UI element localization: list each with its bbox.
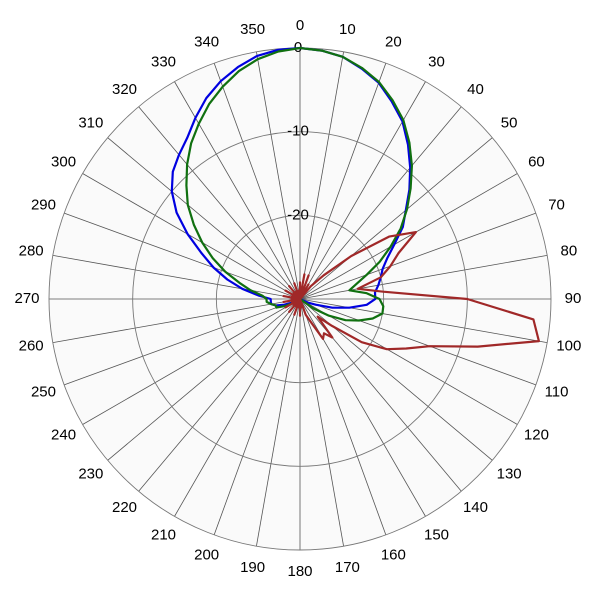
angle-label: 40: [467, 81, 484, 98]
spoke: [64, 212, 301, 300]
spoke: [138, 106, 301, 300]
angle-label: 80: [561, 243, 578, 260]
angle-label: 150: [424, 526, 449, 543]
series-line: [282, 231, 540, 351]
angle-label: 110: [545, 383, 569, 400]
spoke: [299, 106, 462, 300]
spoke: [256, 51, 301, 300]
angle-label: 20: [385, 33, 402, 50]
angle-label: 240: [51, 426, 76, 443]
angle-label: 190: [240, 559, 265, 576]
angle-label: 320: [112, 81, 137, 98]
angle-label: 350: [240, 21, 265, 38]
spoke: [174, 298, 301, 517]
angle-label: 10: [339, 21, 356, 38]
spoke: [299, 255, 548, 300]
spoke: [299, 81, 426, 300]
r-tick-label: -20: [287, 206, 309, 223]
spoke: [107, 137, 301, 300]
spoke: [213, 63, 301, 300]
angle-label: 270: [14, 290, 39, 307]
angle-label: 300: [51, 153, 76, 170]
angle-label: 120: [524, 426, 549, 443]
spoke: [138, 298, 301, 492]
angle-label: 0: [296, 17, 304, 34]
spoke: [299, 63, 387, 300]
angle-label: 30: [428, 54, 445, 71]
angle-label: 60: [528, 153, 545, 170]
spoke: [299, 137, 493, 300]
angle-label: 140: [463, 499, 488, 516]
spoke: [299, 298, 536, 386]
angle-label: 70: [548, 197, 565, 214]
angle-label: 230: [78, 465, 103, 482]
spoke: [64, 298, 301, 386]
angle-label: 160: [381, 547, 406, 564]
spoke: [107, 298, 301, 461]
spoke: [299, 298, 548, 343]
spoke: [299, 51, 344, 300]
angle-label: 280: [19, 243, 44, 260]
spoke: [82, 173, 301, 300]
grid-ring: [215, 214, 385, 384]
angle-label: 250: [31, 383, 56, 400]
spoke: [299, 212, 536, 300]
spoke: [299, 298, 344, 547]
angle-label: 200: [194, 547, 219, 564]
angle-label: 210: [151, 526, 176, 543]
angle-label: 170: [335, 559, 360, 576]
angle-label: 330: [151, 54, 176, 71]
r-tick-label: -10: [287, 123, 309, 140]
spoke: [52, 255, 301, 300]
spoke: [299, 173, 518, 300]
series-line: [185, 46, 413, 322]
angle-label: 260: [19, 337, 44, 354]
angle-label: 310: [78, 114, 103, 131]
spoke: [299, 298, 387, 535]
angle-label: 50: [501, 114, 518, 131]
spoke: [213, 298, 301, 535]
spoke: [256, 298, 301, 547]
angle-label: 90: [565, 290, 582, 307]
spoke: [299, 298, 518, 425]
spoke: [52, 298, 301, 343]
angle-label: 100: [556, 337, 581, 354]
angle-label: 180: [287, 563, 312, 580]
angle-label: 290: [31, 197, 56, 214]
spoke: [82, 298, 301, 425]
angle-label: 340: [194, 33, 219, 50]
angle-label: 130: [497, 465, 522, 482]
angle-label: 220: [112, 499, 137, 516]
